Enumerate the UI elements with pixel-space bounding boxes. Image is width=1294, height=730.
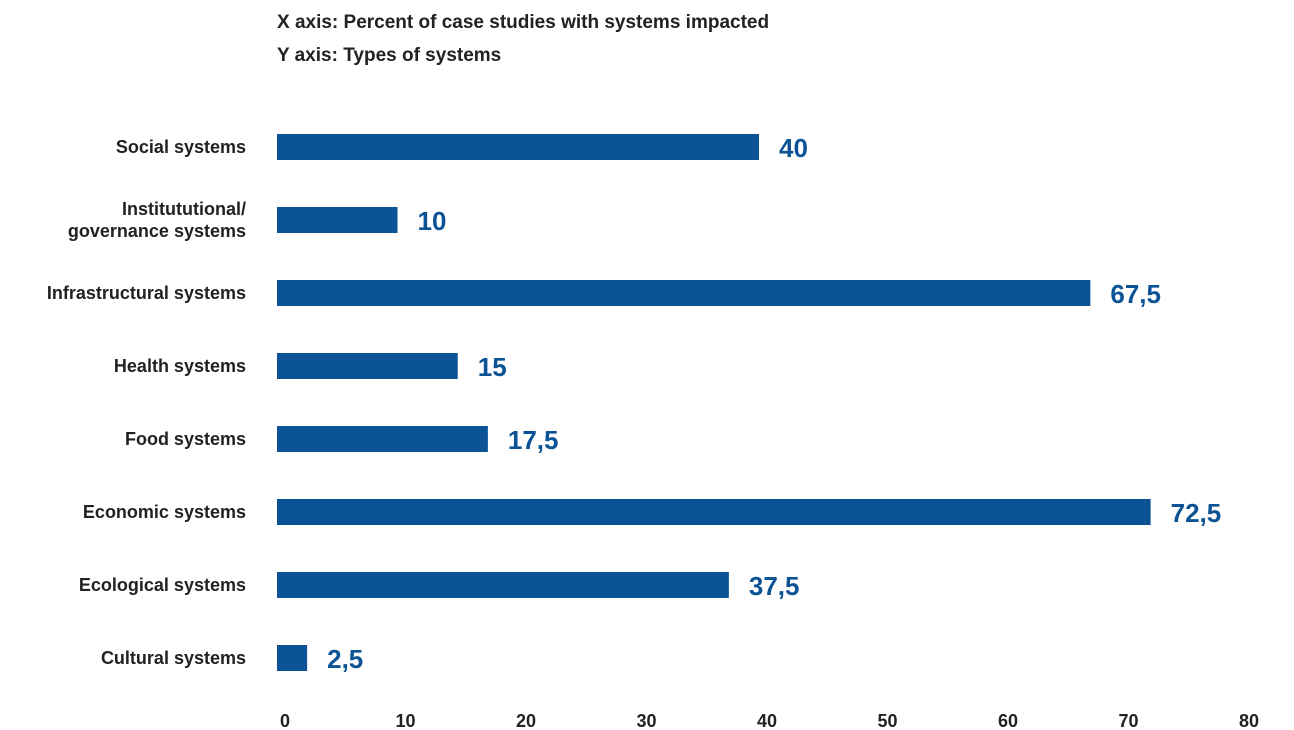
x-tick-label: 30 xyxy=(636,711,656,730)
bar xyxy=(277,499,1151,525)
x-tick-label: 20 xyxy=(516,711,536,730)
x-tick-label: 60 xyxy=(998,711,1018,730)
category-label: Economic systems xyxy=(83,502,246,522)
data-label: 67,5 xyxy=(1110,279,1161,309)
category-label: Cultural systems xyxy=(101,648,246,668)
data-label: 40 xyxy=(779,133,808,163)
bar xyxy=(277,207,398,233)
data-label: 72,5 xyxy=(1171,498,1222,528)
x-tick-label: 70 xyxy=(1118,711,1138,730)
data-label: 10 xyxy=(418,206,447,236)
category-label: Institututional/governance systems xyxy=(68,199,246,241)
bar xyxy=(277,572,729,598)
x-tick-label: 10 xyxy=(395,711,415,730)
x-tick-label: 0 xyxy=(280,711,290,730)
category-label: Infrastructural systems xyxy=(47,283,246,303)
data-label: 17,5 xyxy=(508,425,559,455)
data-label: 37,5 xyxy=(749,571,800,601)
x-tick-label: 40 xyxy=(757,711,777,730)
category-label: Health systems xyxy=(114,356,246,376)
bar xyxy=(277,280,1091,306)
x-tick-label: 50 xyxy=(877,711,897,730)
bar xyxy=(277,134,759,160)
x-axis-note: X axis: Percent of case studies with sys… xyxy=(277,12,770,33)
category-label: Food systems xyxy=(125,429,246,449)
y-axis-note: Y axis: Types of systems xyxy=(277,45,502,66)
data-label: 2,5 xyxy=(327,644,363,674)
category-label: Ecological systems xyxy=(79,575,246,595)
data-label: 15 xyxy=(478,352,507,382)
category-label: Social systems xyxy=(116,137,246,157)
bar xyxy=(277,353,458,379)
bar xyxy=(277,426,488,452)
bar xyxy=(277,645,308,671)
x-tick-label: 80 xyxy=(1239,711,1259,730)
